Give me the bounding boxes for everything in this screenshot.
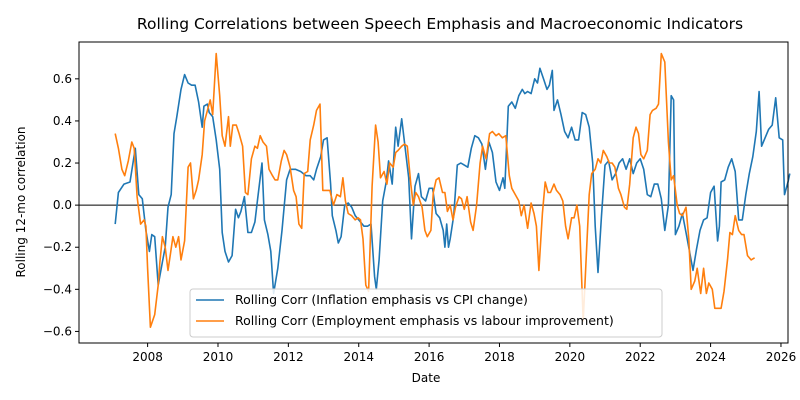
series-line-1	[114, 52, 756, 328]
x-tick-label: 2014	[343, 350, 374, 364]
x-tick-label: 2016	[414, 350, 445, 364]
y-tick-label: −0.6	[43, 324, 72, 338]
chart-title: Rolling Correlations between Speech Emph…	[137, 15, 743, 33]
x-tick-label: 2022	[625, 350, 656, 364]
y-tick-label: 0.2	[53, 156, 72, 170]
y-axis-title: Rolling 12-mo correlation	[14, 126, 28, 277]
series-line-0	[114, 67, 791, 295]
x-tick-label: 2008	[132, 350, 163, 364]
y-tick-label: 0.4	[53, 114, 72, 128]
x-axis: 2008 2010 2012 2014 2016 2018 2020 2022 2024 2026	[132, 343, 796, 364]
x-tick-label: 2026	[766, 350, 797, 364]
x-tick-label: 2020	[555, 350, 586, 364]
x-tick-label: 2018	[484, 350, 515, 364]
x-tick-label: 2024	[695, 350, 726, 364]
y-tick-label: 0.6	[53, 72, 72, 86]
legend-label-inflation: Rolling Corr (Inflation emphasis vs CPI …	[235, 292, 528, 307]
x-axis-title: Date	[412, 371, 441, 385]
plot-area	[78, 41, 791, 344]
y-tick-label: −0.4	[43, 282, 72, 296]
y-tick-label: −0.2	[43, 240, 72, 254]
x-tick-label: 2010	[203, 350, 234, 364]
x-tick-label: 2012	[273, 350, 304, 364]
legend-label-employment: Rolling Corr (Employment emphasis vs lab…	[235, 313, 614, 328]
y-tick-label: 0.0	[53, 198, 72, 212]
y-axis: −0.6 −0.4 −0.2 0.0 0.2 0.4 0.6	[43, 72, 79, 338]
legend-box	[189, 288, 663, 338]
series-lines	[114, 52, 791, 328]
legend: Rolling Corr (Inflation emphasis vs CPI …	[189, 288, 663, 338]
plot-frame	[78, 41, 789, 344]
